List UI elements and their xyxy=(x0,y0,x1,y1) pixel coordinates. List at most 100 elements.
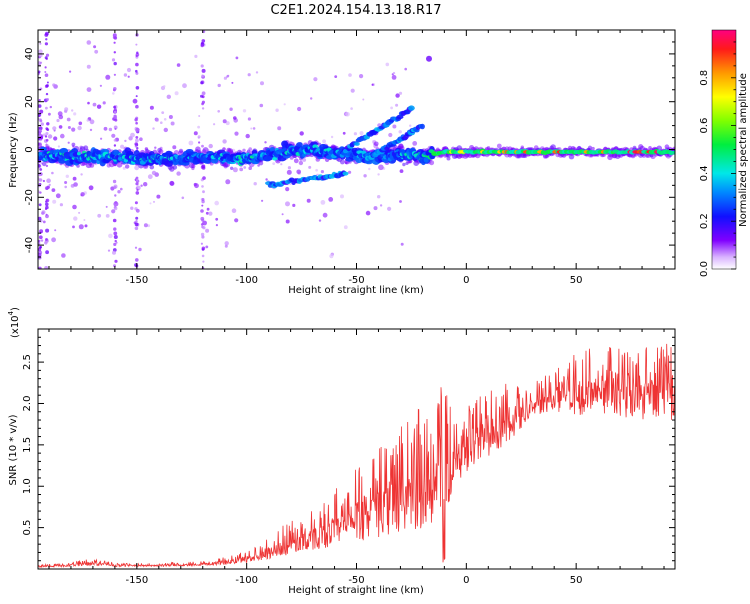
spectrogram-faint-point xyxy=(51,171,54,175)
spectrogram-faint-point xyxy=(206,207,210,211)
spectrogram-faint-point xyxy=(113,61,117,66)
spectrogram-faint-point xyxy=(51,188,56,193)
spectrogram-blob xyxy=(312,144,319,149)
snr-panel: -150 -100 -50 0 50 0.5 1.0 1.5 2.0 2.5 Height of … xyxy=(7,307,676,596)
spectrogram-faint-point xyxy=(170,121,175,126)
spectrogram-faint-point xyxy=(200,242,203,245)
spectrogram-faint-point xyxy=(52,126,57,131)
spectrogram-faint-point xyxy=(46,81,49,84)
spectrogram-faint-point xyxy=(48,183,51,186)
snr-xtick-label: -50 xyxy=(348,575,364,586)
spectrogram-faint-point xyxy=(80,173,83,176)
spectrogram-halo-point xyxy=(591,146,595,151)
spectrogram-faint-point xyxy=(154,146,157,149)
spectrogram-faint-point xyxy=(280,163,283,166)
spectrogram-faint-point xyxy=(73,182,78,187)
spectrogram-blob xyxy=(670,150,675,155)
spectrogram-faint-point xyxy=(143,182,148,187)
spectrogram-faint-point xyxy=(247,117,251,121)
spectrogram-faint-point xyxy=(39,61,43,64)
spectrogram-faint-point xyxy=(38,235,43,240)
spectrogram-faint-point xyxy=(44,266,49,269)
spectrogram-faint-point xyxy=(409,124,412,127)
spectrogram-faint-point xyxy=(286,169,292,175)
spectrogram-ytick-label: -20 xyxy=(24,189,35,205)
colorbar-ticks: 0.0 0.2 0.4 0.6 0.8 xyxy=(699,41,736,277)
spectrogram-halo-point xyxy=(248,166,252,170)
spectrogram-faint-point xyxy=(395,93,400,98)
spectrogram-blob xyxy=(165,150,173,156)
spectrogram-faint-point xyxy=(283,103,286,106)
spectrogram-faint-point xyxy=(345,112,350,117)
spectrogram-faint-point xyxy=(201,185,204,188)
spectrogram-faint-point xyxy=(135,71,139,75)
spectrogram-faint-point xyxy=(395,103,399,107)
spectrogram-halo-point xyxy=(446,156,451,161)
spectrogram-faint-point xyxy=(61,253,66,258)
spectrogram-faint-point xyxy=(313,77,318,82)
spectrogram-faint-point xyxy=(58,114,64,120)
spectrogram-faint-point xyxy=(42,220,46,224)
spectrogram-faint-point xyxy=(38,164,41,168)
spectrogram-faint-point xyxy=(69,70,72,73)
spectrogram-faint-point xyxy=(348,170,352,174)
spectrogram-faint-point xyxy=(285,201,290,207)
spectrogram-faint-point xyxy=(181,196,185,200)
spectrogram-faint-point xyxy=(225,121,230,126)
spectrogram-faint-point xyxy=(111,133,116,138)
snr-data xyxy=(38,343,675,569)
spectrogram-faint-point xyxy=(200,64,204,68)
spectrogram-faint-point xyxy=(208,143,213,149)
spectrogram-faint-point xyxy=(44,71,47,73)
spectrogram-ylabel: Frequency (Hz) xyxy=(8,112,19,188)
spectrogram-faint-point xyxy=(94,49,99,54)
spectrogram-ticks: -150 -100 -50 0 50 -40 -20 0 20 40 xyxy=(24,29,675,286)
spectrogram-faint-point xyxy=(297,106,302,112)
snr-xlabel: Height of straight line (km) xyxy=(288,585,424,596)
snr-xtick-label: -150 xyxy=(125,575,148,586)
spectrogram-halo-point xyxy=(402,162,406,167)
spectrogram-faint-point xyxy=(113,206,118,211)
spectrogram-faint-point xyxy=(44,186,49,191)
colorbar-tick-label: 0.2 xyxy=(699,213,710,229)
spectrogram-faint-point xyxy=(124,139,127,143)
spectrogram-faint-point xyxy=(112,92,115,95)
spectrogram-faint-point xyxy=(135,121,138,125)
spectrogram-faint-point xyxy=(113,235,118,239)
spectrogram-xtick-label: 0 xyxy=(463,275,469,286)
spectrogram-faint-point xyxy=(45,106,48,110)
spectrogram-halo-point xyxy=(202,147,209,154)
spectrogram-faint-point xyxy=(139,137,143,141)
spectrogram-faint-point xyxy=(343,225,348,230)
spectrogram-faint-point xyxy=(234,131,239,136)
spectrogram-halo-point xyxy=(149,164,155,170)
spectrogram-faint-point xyxy=(234,218,239,223)
spectrogram-faint-point xyxy=(111,58,116,62)
spectrogram-faint-point xyxy=(105,214,110,218)
spectrogram-halo-point xyxy=(374,141,379,147)
spectrogram-faint-point xyxy=(223,76,227,80)
spectrogram-faint-point xyxy=(163,85,166,88)
spectrogram-faint-point xyxy=(200,81,204,85)
spectrogram-faint-point xyxy=(38,216,42,221)
spectrogram-faint-point xyxy=(84,224,88,228)
spectrogram-halo-point xyxy=(378,164,384,171)
spectrogram-faint-point xyxy=(194,183,199,189)
spectrogram-faint-point xyxy=(400,242,404,246)
spectrogram-faint-point xyxy=(45,250,49,255)
spectrogram-faint-point xyxy=(368,167,371,171)
spectrogram-faint-point xyxy=(201,91,206,96)
spectrogram-faint-point xyxy=(38,240,41,246)
spectrogram-faint-point xyxy=(55,193,61,199)
spectrogram-faint-point xyxy=(287,166,291,170)
spectrogram-faint-point xyxy=(243,166,247,169)
spectrogram-faint-point xyxy=(215,224,218,227)
spectrogram-faint-point xyxy=(390,106,393,110)
spectrogram-faint-point xyxy=(39,109,44,114)
spectrogram-faint-point xyxy=(39,119,43,123)
spectrogram-faint-point xyxy=(229,107,233,111)
spectrogram-faint-point xyxy=(391,75,397,80)
spectrogram-faint-point xyxy=(155,117,159,122)
spectrogram-faint-point xyxy=(225,179,231,185)
